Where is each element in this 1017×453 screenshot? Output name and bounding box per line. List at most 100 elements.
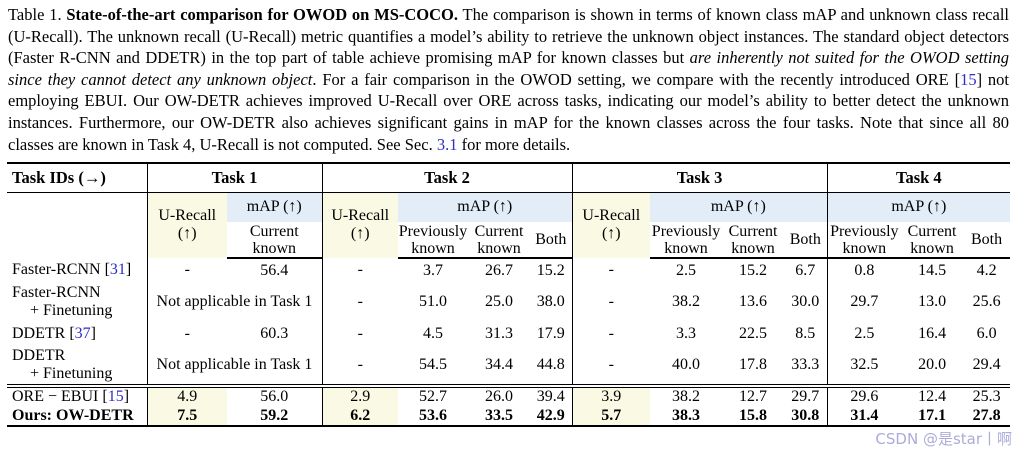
header-t2-map: mAP (↑) (398, 192, 573, 223)
caption-text: for more details. (457, 134, 571, 154)
value-cell: 30.0 (791, 293, 820, 311)
value-cell: 31.3 (485, 325, 513, 343)
value-cell: 22.5 (739, 325, 768, 343)
header-task1: Task 1 (146, 163, 322, 193)
value-cell: 3.9 (571, 384, 651, 407)
value-cell: 38.2 (650, 384, 723, 407)
value-cell: 44.8 (536, 356, 565, 374)
value-cell: 26.7 (485, 261, 513, 279)
value-cell: 27.8 (972, 406, 1001, 424)
value-cell: - (146, 258, 227, 283)
table-row-ddetr-finetuning: DDETR + Finetuning Not applicable in Task… (7, 346, 1010, 387)
value-cell: 15.2 (739, 261, 768, 279)
value-cell: 6.7 (795, 261, 816, 279)
table-row-ours-ow-detr: Ours: OW-DETR 7.5 59.2 6.2 53.6 33.5 42.… (7, 406, 1010, 427)
value-cell: 17.9 (536, 325, 565, 343)
value-cell: 59.2 (260, 406, 289, 424)
value-cell: 4.5 (423, 325, 443, 343)
section-link-3-1[interactable]: 3.1 (436, 134, 458, 154)
header-task4: Task 4 (826, 163, 1011, 193)
header-task3: Task 3 (571, 163, 828, 193)
caption-text: . For a fair comparison in the OWOD sett… (312, 69, 955, 89)
header-t4-map: mAP (↑) (826, 192, 1011, 223)
header-task2: Task 2 (321, 163, 573, 193)
value-cell: 16.4 (918, 325, 947, 343)
value-cell: 29.7 (826, 282, 902, 323)
value-cell: 51.0 (419, 293, 447, 311)
header-t1-map: mAP (↑) (227, 192, 322, 223)
value-cell: 4.2 (976, 261, 997, 279)
value-cell: 29.6 (826, 384, 902, 407)
table-row-faster-rcnn: Faster-RCNN [31] - 56.4 - 3.7 26.7 15.2 -… (7, 258, 1010, 283)
value-cell: 29.4 (972, 356, 1001, 374)
value-cell: 56.4 (260, 261, 289, 279)
value-cell: - (321, 346, 398, 387)
table-row-faster-rcnn-finetuning: Faster-RCNN + Finetuning Not applicable i… (7, 282, 1010, 323)
caption-italic-text: are inherently not suited for the OWOD s… (8, 48, 1009, 89)
value-cell: 7.5 (146, 406, 227, 427)
value-cell: 17.8 (739, 356, 768, 374)
value-cell: - (571, 258, 651, 283)
value-cell: - (571, 346, 651, 387)
value-cell: 2.9 (321, 384, 398, 407)
note-cell: Not applicable in Task 1 (146, 282, 322, 323)
value-cell: - (321, 258, 398, 283)
value-cell: 12.7 (722, 384, 785, 407)
header-t2-prev-known: Previously known (398, 222, 468, 260)
value-cell: 8.5 (795, 325, 816, 343)
header-t3-urecall: U-Recall (↑) (571, 192, 651, 259)
value-cell: 4.9 (146, 384, 227, 407)
header-t3-current-known: Current known (722, 222, 785, 260)
value-cell: - (571, 322, 651, 347)
value-cell: - (571, 282, 651, 323)
value-cell: 15.8 (739, 406, 768, 424)
value-cell: 60.3 (260, 325, 289, 343)
model-cell: ORE − EBUI [15] (7, 384, 147, 407)
caption-text: [ (954, 69, 961, 89)
value-cell: 3.7 (423, 261, 443, 279)
header-t3-both: Both (784, 222, 828, 260)
value-cell: - (321, 282, 398, 323)
citation-link-31[interactable]: 31 (109, 261, 126, 279)
header-empty-cell (7, 192, 147, 258)
value-cell: 0.8 (826, 258, 902, 283)
value-cell: 52.7 (398, 384, 468, 407)
table-caption: Table 1. State-of-the-art comparison for… (8, 4, 1009, 155)
model-cell: DDETR [37] (12, 325, 96, 343)
caption-text: The comparison is shown in terms of know… (8, 5, 1009, 68)
value-cell: 34.4 (485, 356, 513, 374)
citation-link-15[interactable]: 15 (107, 388, 124, 406)
header-t3-prev-known: Previously known (650, 222, 723, 260)
value-cell: 2.5 (826, 322, 902, 347)
value-cell: 3.3 (676, 325, 697, 343)
header-t2-urecall: U-Recall (↑) (321, 192, 398, 259)
value-cell: 53.6 (419, 406, 447, 424)
value-cell: 31.4 (826, 406, 902, 427)
value-cell: 38.0 (536, 293, 565, 311)
model-cell: DDETR + Finetuning (12, 347, 113, 383)
note-cell: Not applicable in Task 1 (146, 346, 322, 387)
header-t4-prev-known: Previously known (826, 222, 902, 260)
caption-title: State-of-the-art comparison for OWOD on … (66, 5, 459, 24)
value-cell: 38.2 (672, 293, 701, 311)
value-cell: 40.0 (672, 356, 701, 374)
header-t4-current-known: Current known (901, 222, 964, 260)
table-row-ddetr: DDETR [37] - 60.3 - 4.5 31.3 17.9 - 3.3 2… (7, 322, 1010, 347)
model-cell: Faster-RCNN + Finetuning (12, 284, 113, 320)
value-cell: 25.6 (972, 293, 1001, 311)
results-table: Task IDs (→) Task 1 Task 2 Task 3 Task 4… (7, 162, 1011, 428)
value-cell: 17.1 (918, 406, 947, 424)
value-cell: 12.4 (901, 384, 964, 407)
model-cell: Ours: OW-DETR (12, 406, 134, 424)
value-cell: - (321, 322, 398, 347)
citation-link-15[interactable]: 15 (960, 69, 977, 89)
value-cell: 39.4 (530, 384, 573, 407)
value-cell: 5.7 (571, 406, 651, 427)
value-cell: 38.3 (672, 406, 701, 424)
value-cell: 30.8 (791, 406, 820, 424)
value-cell: 6.2 (321, 406, 398, 427)
value-cell: 25.3 (963, 384, 1011, 407)
citation-link-37[interactable]: 37 (74, 325, 91, 343)
value-cell: 42.9 (536, 406, 565, 424)
value-cell: 32.5 (826, 346, 902, 387)
